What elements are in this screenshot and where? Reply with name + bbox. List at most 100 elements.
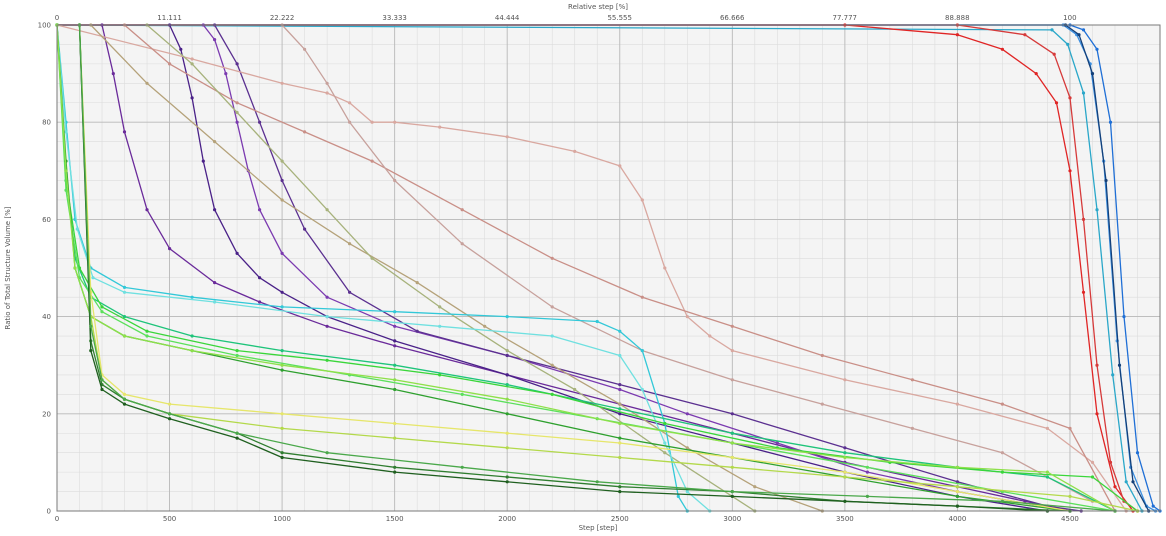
series-point-5 [1068, 169, 1072, 173]
series-line-3 [57, 24, 1150, 512]
series-point-24 [280, 426, 284, 430]
series-point-27 [100, 378, 104, 382]
top-axis-tick-label: 11.111 [157, 14, 182, 22]
series-point-7 [258, 300, 262, 304]
series-point-14 [550, 363, 554, 367]
series-point-9 [235, 120, 239, 124]
series-point-18 [280, 349, 284, 353]
series-line-9 [202, 24, 1071, 512]
series-point-11 [1045, 426, 1049, 430]
series-point-11 [685, 315, 689, 319]
series-point-1 [1108, 120, 1113, 124]
series-point-26 [955, 504, 960, 508]
series-point-16 [280, 305, 284, 309]
series-point-3 [1104, 178, 1108, 183]
series-point-26 [393, 470, 397, 474]
top-axis-tick-label: 44.444 [495, 14, 520, 22]
series-point-22 [955, 465, 960, 469]
series-point-9 [213, 38, 217, 42]
series-point-25 [280, 451, 284, 455]
series-point-15 [325, 208, 329, 212]
series-point-10 [280, 178, 284, 183]
series-point-17 [325, 315, 329, 319]
series-point-21 [393, 387, 397, 392]
series-point-11 [618, 164, 622, 168]
series-point-27 [730, 490, 734, 494]
series-point-10 [303, 227, 307, 231]
series-point-25 [393, 465, 397, 469]
series-point-27 [1000, 499, 1005, 503]
series-point-22 [393, 378, 397, 382]
series-point-12 [460, 208, 464, 212]
series-point-8 [201, 159, 205, 163]
y-tick-label: 100 [38, 22, 51, 30]
series-point-9 [618, 387, 622, 392]
series-point-5 [955, 33, 960, 37]
series-point-26 [730, 494, 734, 498]
series-point-7 [393, 344, 397, 348]
series-point-18 [505, 383, 509, 387]
series-point-11 [348, 101, 352, 105]
series-point-17 [75, 227, 79, 231]
series-point-6 [1023, 33, 1027, 37]
series-point-7 [111, 72, 115, 76]
series-point-11 [640, 198, 644, 202]
series-point-15 [438, 305, 442, 309]
series-point-16 [190, 295, 194, 299]
series-line-26 [78, 24, 1048, 512]
series-point-12 [640, 295, 644, 299]
series-point-24 [843, 475, 847, 479]
series-point-24 [1068, 494, 1072, 498]
series-point-23 [168, 402, 172, 406]
series-point-17 [122, 290, 127, 294]
series-point-26 [89, 349, 93, 353]
series-point-9 [865, 470, 870, 474]
series-point-12 [550, 256, 554, 260]
series-line-7 [101, 24, 1071, 512]
series-point-12 [303, 130, 307, 134]
series-point-22 [64, 169, 68, 173]
series-line-12 [124, 24, 1116, 512]
series-point-19 [325, 358, 329, 362]
series-point-9 [393, 324, 397, 328]
top-axis-label: Relative step [%] [568, 3, 628, 11]
series-point-13 [393, 178, 397, 183]
series-point-11 [325, 91, 329, 95]
series-line-10 [214, 24, 1082, 512]
series-point-14 [483, 324, 487, 328]
series-point-8 [258, 276, 262, 280]
series-point-16 [640, 349, 644, 353]
series-point-3 [1090, 72, 1095, 76]
series-point-14 [618, 402, 622, 406]
series-point-15 [663, 451, 667, 455]
series-line-4 [56, 24, 1143, 512]
series-point-14 [280, 198, 284, 202]
x-tick-label: 1500 [386, 515, 404, 523]
series-point-10 [618, 383, 622, 387]
series-point-5 [1081, 290, 1086, 294]
series-point-1 [1081, 28, 1086, 32]
series-point-11 [573, 149, 577, 153]
series-point-21 [955, 494, 960, 498]
top-axis-tick-label: 55.555 [607, 14, 632, 22]
series-point-15 [505, 349, 509, 353]
series-point-9 [775, 441, 779, 445]
series-point-17 [640, 387, 644, 392]
series-point-12 [1068, 426, 1072, 430]
series-point-1 [1122, 315, 1126, 319]
x-tick-label: 2000 [498, 515, 516, 523]
series-point-21 [618, 436, 622, 440]
series-point-4 [1066, 42, 1070, 47]
series-point-4 [1095, 208, 1099, 212]
series-point-7 [145, 208, 149, 212]
series-line-14 [90, 24, 823, 512]
series-point-17 [91, 276, 95, 280]
series-point-7 [168, 247, 172, 251]
series-point-18 [393, 363, 397, 367]
series-point-5 [1000, 47, 1005, 51]
series-point-13 [325, 81, 329, 85]
series-point-27 [235, 431, 239, 435]
series-point-11 [438, 125, 442, 129]
series-point-15 [573, 387, 577, 392]
